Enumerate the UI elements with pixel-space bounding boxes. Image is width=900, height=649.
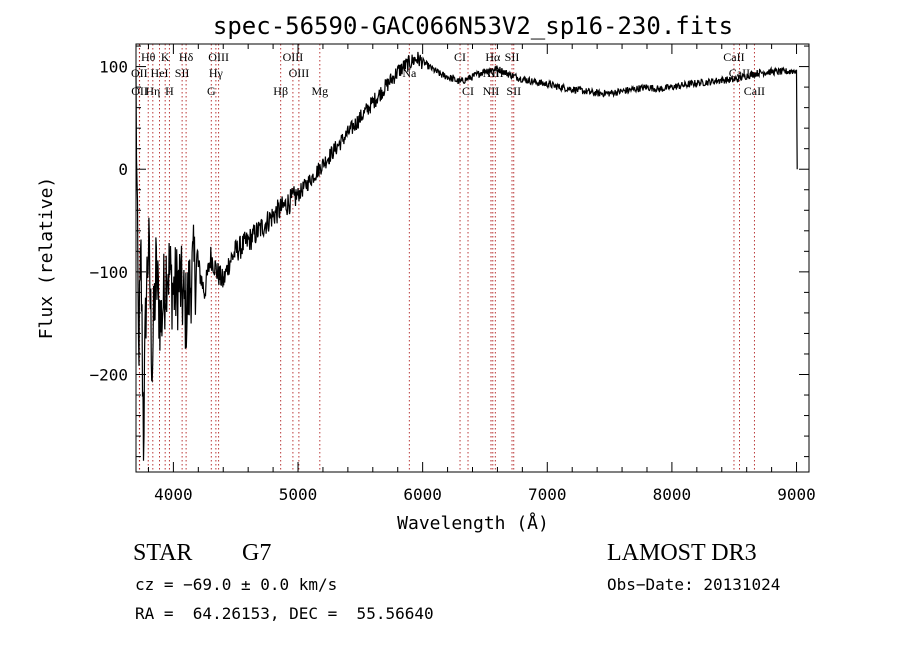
line-label: CI (462, 84, 474, 98)
line-label: Hθ (141, 50, 156, 64)
spectrum-line (135, 51, 798, 461)
object-subclass: G7 (242, 540, 272, 566)
line-label: Hη (145, 84, 160, 98)
plot-frame (135, 43, 810, 473)
line-label: OIII (208, 50, 229, 64)
object-class: STAR (133, 540, 193, 566)
x-tick-label: 4000 (154, 485, 193, 504)
line-label: G (207, 84, 216, 98)
x-tick-label: 7000 (528, 485, 567, 504)
line-label: H (165, 84, 174, 98)
y-axis: 100 0 −100 −200 (89, 45, 809, 458)
y-tick-label: −100 (89, 263, 128, 282)
x-axis: 4000 5000 6000 7000 8000 9000 (147, 44, 816, 504)
y-tick-label: 0 (118, 160, 128, 179)
survey-name: LAMOST DR3 (607, 540, 757, 566)
line-label: Hα (485, 50, 501, 64)
observation-date: Obs−Date: 20131024 (607, 575, 781, 594)
line-label: OII (131, 84, 148, 98)
line-label: Hδ (179, 50, 194, 64)
emission-line-labels: Hθ K Hδ OIII OIII CI Hα SII CaII OII HeI SII Hγ OIII N… (131, 50, 765, 98)
line-label: HeI (151, 66, 169, 80)
line-label: OII (131, 66, 148, 80)
line-label: Hγ (209, 66, 224, 80)
chart-title: spec-56590-GAC066N53V2_sp16-230.fits (213, 12, 733, 40)
emission-line-markers (138, 44, 755, 472)
line-label: NII (483, 84, 500, 98)
y-tick-label: 100 (99, 58, 128, 77)
y-tick-label: −200 (89, 365, 128, 384)
line-label: Hβ (273, 84, 288, 98)
line-label: CaII (744, 84, 765, 98)
line-label: K (161, 50, 170, 64)
line-label: Na (402, 66, 417, 80)
line-label: SII (175, 66, 190, 80)
line-label: OIII (289, 66, 310, 80)
line-label: CaII (723, 50, 744, 64)
line-label: Mg (311, 84, 328, 98)
sky-coordinates: RA = 64.26153, DEC = 55.56640 (135, 604, 434, 623)
x-tick-label: 8000 (653, 485, 692, 504)
redshift-velocity: cz = −69.0 ± 0.0 km/s (135, 575, 338, 594)
x-axis-label: Wavelength (Å) (397, 512, 549, 534)
line-label: CI (454, 50, 466, 64)
line-label: OIII (283, 50, 304, 64)
y-axis-label: Flux (relative) (36, 177, 57, 340)
x-tick-label: 6000 (403, 485, 442, 504)
x-tick-label: 5000 (279, 485, 318, 504)
line-label: SII (506, 84, 521, 98)
line-label: SII (505, 50, 520, 64)
x-tick-label: 9000 (777, 485, 816, 504)
